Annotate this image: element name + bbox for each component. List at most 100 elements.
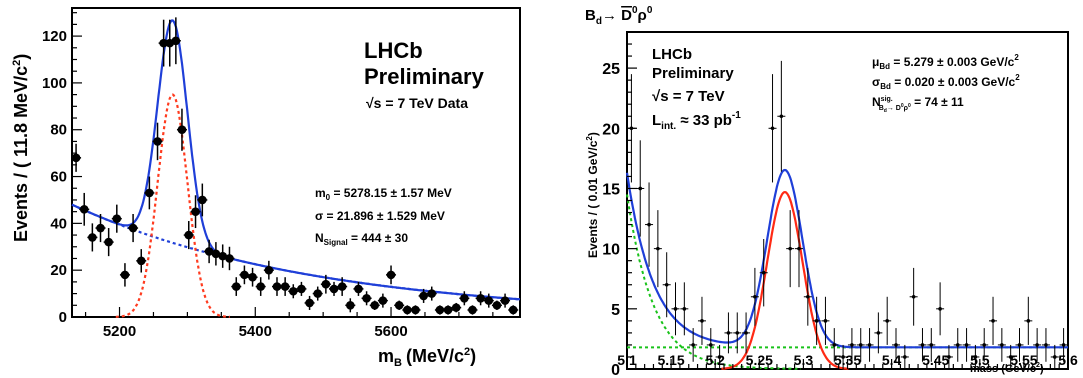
left-data-point-27 xyxy=(272,282,282,291)
left-data-point-13 xyxy=(171,36,181,46)
right-data-point-25 xyxy=(850,343,854,347)
left-data-point-37 xyxy=(354,284,363,294)
right-data-point-13 xyxy=(744,331,748,335)
left-data-point-46 xyxy=(427,289,437,298)
right-x-tick-label: 5.25 xyxy=(746,352,773,368)
left-data-point-45 xyxy=(419,291,428,301)
right-mu-annotation: μBd = 5.279 ± 0.003 GeV/c2 xyxy=(872,53,1019,71)
left-ylabel-close: ) xyxy=(11,54,31,60)
left-data-point-28 xyxy=(280,282,290,291)
right-sig-sub: Bd xyxy=(880,82,891,91)
left-y-tick-label: 100 xyxy=(42,75,67,92)
left-data-point-53 xyxy=(484,296,494,305)
right-data-point-40 xyxy=(982,343,987,347)
right-n-sup: sig. xyxy=(881,96,893,103)
right-title-dsup: 0 xyxy=(632,5,638,16)
right-data-point-30 xyxy=(894,343,898,347)
right-data-point-31 xyxy=(903,355,907,359)
right-mu-label: μ xyxy=(872,55,879,69)
right-signal-fit-curve xyxy=(721,190,849,370)
right-data-point-2 xyxy=(647,222,651,227)
right-data-point-43 xyxy=(1008,355,1013,359)
right-data-point-23 xyxy=(832,343,837,347)
left-sigma-annotation: σ = 21.896 ± 1.529 MeV xyxy=(315,209,445,223)
right-data-point-47 xyxy=(1044,343,1048,347)
left-data-point-50 xyxy=(460,293,469,303)
right-lumi-sup: -1 xyxy=(732,110,741,121)
left-total-fit-curve xyxy=(71,19,521,301)
right-chart: Bd→ D0ρ0 5.1 5.15 5.2 5.25 5.3 5.35 5.4 5.45 5.5… xyxy=(585,5,1078,378)
right-data-point-26 xyxy=(858,343,863,347)
right-x-tick-label: 5.5 xyxy=(970,352,990,368)
right-data-point-42 xyxy=(1000,343,1004,347)
left-data-point-55 xyxy=(500,296,510,305)
right-y-tick-label: 25 xyxy=(602,61,620,78)
left-data-layer xyxy=(71,17,521,318)
right-title-b: B xyxy=(585,7,596,24)
left-xlabel-close: ) xyxy=(470,346,476,366)
left-x-axis-title: mB (MeV/c2) xyxy=(378,346,476,369)
right-sig-sup: 2 xyxy=(1015,73,1020,82)
left-xlabel-sup: 2 xyxy=(464,346,470,358)
left-data-point-11 xyxy=(159,38,168,48)
right-ylabel-close: ) xyxy=(586,132,600,136)
left-y-axis-title: Events / ( 11.8 MeV/c2) xyxy=(11,54,31,242)
right-data-point-8 xyxy=(700,319,704,323)
right-lumi-l: L xyxy=(652,112,661,129)
right-data-point-1 xyxy=(638,186,643,191)
left-data-point-3 xyxy=(96,223,105,233)
left-energy-label: √s = 7 TeV Data xyxy=(366,95,468,111)
left-data-point-41 xyxy=(386,270,396,280)
right-total-fit-curve xyxy=(625,168,1068,349)
right-title-rsup: 0 xyxy=(647,5,653,16)
right-y-tick-label: 10 xyxy=(602,242,620,259)
right-n-sub: B xyxy=(879,105,884,112)
right-y-tick-label: 20 xyxy=(602,121,620,138)
right-data-point-19 xyxy=(797,246,801,251)
right-x-tick-label: 5.2 xyxy=(705,352,725,368)
right-chart-title: Bd→ D0ρ0 xyxy=(585,5,653,27)
left-data-point-49 xyxy=(451,303,461,312)
left-y-tick-label: 60 xyxy=(50,169,67,186)
left-data-point-39 xyxy=(370,300,380,310)
right-data-point-3 xyxy=(656,246,660,251)
right-data-point-27 xyxy=(867,343,872,347)
right-data-point-45 xyxy=(1026,319,1031,323)
right-sig-label: σ xyxy=(872,75,880,89)
right-data-point-21 xyxy=(814,319,819,323)
right-title-d: D xyxy=(621,7,632,24)
right-data-point-6 xyxy=(682,307,687,311)
right-n-sub6: 0 xyxy=(908,103,911,109)
right-title-rho: ρ xyxy=(638,7,647,24)
right-n-sub3: → D xyxy=(887,105,901,112)
right-mu-sub: Bd xyxy=(879,62,890,71)
left-background-fit-curve xyxy=(71,203,521,301)
right-xlabel-sup: 2 xyxy=(1036,362,1040,369)
right-y-axis-title: Events / ( 0.01 GeV/c2) xyxy=(585,132,600,258)
left-nsignal-annotation: NSignal = 444 ± 30 xyxy=(315,231,408,247)
left-data-point-30 xyxy=(297,284,306,294)
right-data-point-49 xyxy=(1061,343,1066,347)
right-ticks: 5.1 5.15 5.2 5.25 5.3 5.35 5.4 5.45 5.5 5.55 5.6 0 5… xyxy=(602,43,1078,378)
left-n-value: = 444 ± 30 xyxy=(348,231,409,245)
left-signal-fit-curve xyxy=(115,93,230,318)
left-data-point-5 xyxy=(112,214,122,223)
left-data-point-4 xyxy=(104,237,113,247)
left-y-tick-label: 20 xyxy=(50,262,67,279)
right-x-tick-label: 5.4 xyxy=(882,352,902,368)
left-data-point-22 xyxy=(231,282,241,291)
right-status-label: Preliminary xyxy=(652,65,734,82)
left-m0-label: m xyxy=(315,186,326,200)
left-data-point-56 xyxy=(508,305,518,315)
left-n-sub: Signal xyxy=(324,238,348,247)
right-ylabel-sup: 2 xyxy=(585,136,594,141)
right-data-point-39 xyxy=(973,355,978,359)
left-y-tick-label: 40 xyxy=(50,215,67,232)
left-data-point-25 xyxy=(256,282,266,291)
left-data-point-34 xyxy=(329,284,339,294)
right-data-point-14 xyxy=(753,294,757,299)
right-energy-root: √s xyxy=(652,88,669,105)
right-n-sub2: d xyxy=(884,108,887,114)
right-energy-value: = 7 TeV xyxy=(669,88,725,105)
right-mu-value: = 5.279 ± 0.003 GeV/c xyxy=(890,55,1015,69)
